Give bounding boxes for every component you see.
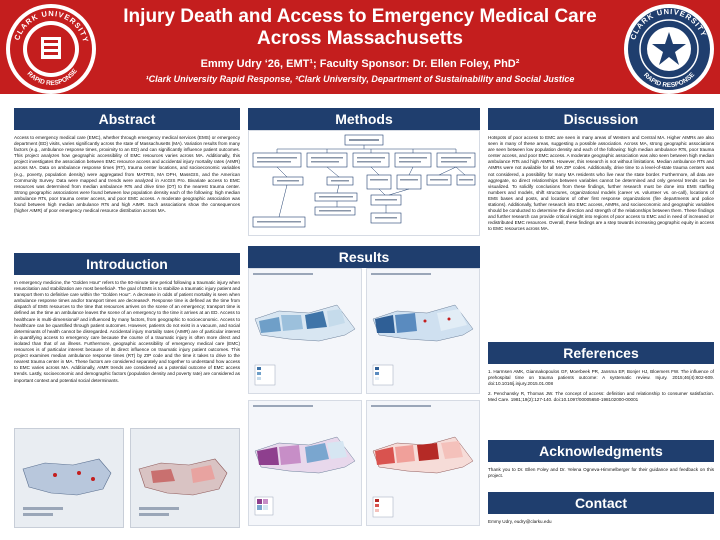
map-panel-injury-mortality-rate bbox=[366, 400, 480, 526]
section-heading-discussion: Discussion bbox=[488, 108, 714, 130]
section-heading-introduction: Introduction bbox=[14, 253, 240, 275]
poster-title-line2: Across Massachusetts bbox=[257, 28, 463, 49]
poster-header: CLARK UNIVERSITY RAPID RESPONSE Injury D… bbox=[0, 0, 720, 94]
acknowledgments-text: Thank you to Dr. Ellen Foley and Dr. Yel… bbox=[488, 467, 714, 479]
map-panel-trauma-center-drive-time bbox=[366, 268, 480, 394]
abstract-text: Access to emergency medical care (EMC), … bbox=[14, 135, 240, 214]
poster-authors: Emmy Udry ‘26, EMT¹; Faculty Sponsor: Dr… bbox=[200, 58, 520, 70]
intro-figure-right bbox=[130, 428, 240, 528]
section-heading-methods: Methods bbox=[248, 108, 480, 130]
section-heading-abstract: Abstract bbox=[14, 108, 240, 130]
reference-item: 1. Harmsen AMK, Giannakopoulos GF, Moerb… bbox=[488, 369, 714, 387]
results-maps bbox=[248, 268, 480, 528]
section-heading-references: References bbox=[488, 342, 714, 364]
poster-affiliations: ¹Clark University Rapid Response, ²Clark… bbox=[145, 74, 575, 84]
section-heading-results: Results bbox=[248, 246, 480, 268]
university-seal-icon: CLARK UNIVERSITY RAPID RESPONSE bbox=[626, 6, 712, 92]
reference-item: 2. Penchansky R, Thomas JW. The concept … bbox=[488, 391, 714, 403]
university-seal-icon: CLARK UNIVERSITY RAPID RESPONSE bbox=[8, 6, 94, 92]
contact-text: Emmy Udry, eudry@clarku.edu bbox=[488, 519, 552, 524]
title-block: Injury Death and Access to Emergency Med… bbox=[100, 6, 620, 84]
methods-flowchart bbox=[248, 130, 480, 236]
discussion-text: Hotspots of poor access to EMC are seen … bbox=[488, 135, 714, 232]
section-heading-acknowledgments: Acknowledgments bbox=[488, 440, 714, 462]
section-heading-contact: Contact bbox=[488, 492, 714, 514]
introduction-text: In emergency medicine, the “Golden Hour”… bbox=[14, 280, 240, 383]
clark-university-seal-right: CLARK UNIVERSITY RAPID RESPONSE bbox=[624, 4, 714, 94]
map-panel-bivariate-access bbox=[248, 400, 362, 526]
poster-title-line1: Injury Death and Access to Emergency Med… bbox=[123, 6, 597, 27]
map-panel-ambulance-response-time bbox=[248, 268, 362, 394]
clark-university-seal-left: CLARK UNIVERSITY RAPID RESPONSE bbox=[6, 4, 96, 94]
intro-figure-left bbox=[14, 428, 124, 528]
